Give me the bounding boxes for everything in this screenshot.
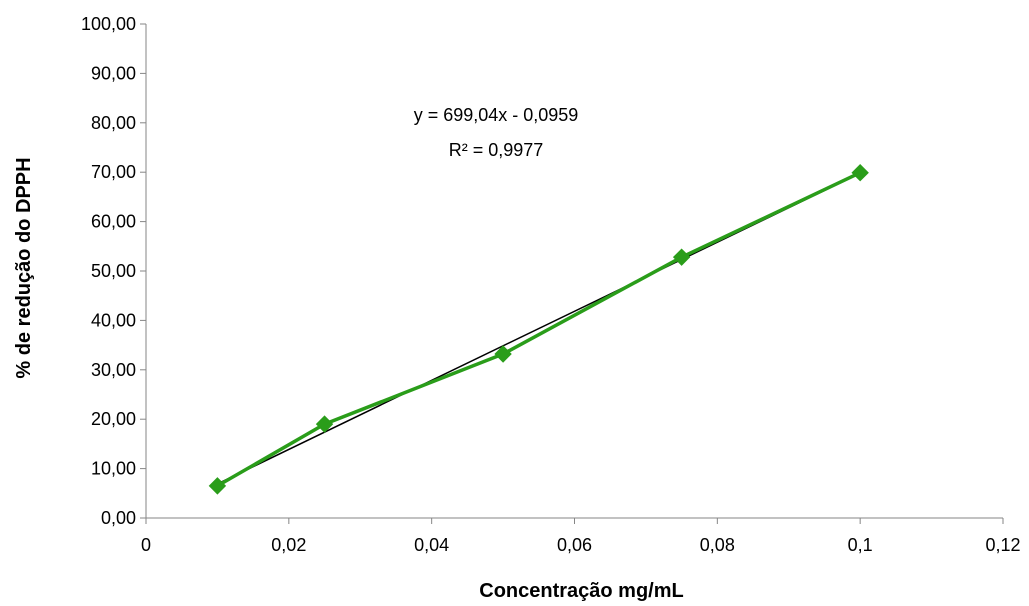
y-tick-label: 60,00 xyxy=(91,212,136,232)
x-tick-label: 0,12 xyxy=(985,535,1020,555)
data-point-marker xyxy=(494,345,512,363)
y-tick-label: 90,00 xyxy=(91,63,136,83)
y-tick-label: 50,00 xyxy=(91,261,136,281)
y-axis-ticks: 0,00 10,00 20,00 30,00 40,00 50,00 60,00 70,00 8… xyxy=(81,14,146,528)
x-tick-label: 0,1 xyxy=(848,535,873,555)
x-tick-label: 0,04 xyxy=(414,535,449,555)
y-axis-title: % de redução do DPPH xyxy=(13,157,35,378)
data-point-marker xyxy=(208,477,227,495)
x-tick-label: 0,06 xyxy=(557,535,592,555)
x-tick-label: 0 xyxy=(141,535,151,555)
y-tick-label: 20,00 xyxy=(91,409,136,429)
y-tick-label: 80,00 xyxy=(91,113,136,133)
data-point-marker xyxy=(851,163,869,182)
trendline-r-squared: R² = 0,9977 xyxy=(449,140,544,160)
y-tick-label: 100,00 xyxy=(81,14,136,34)
data-point-marker xyxy=(315,415,334,433)
x-axis-title: Concentração mg/mL xyxy=(479,580,683,602)
x-tick-label: 0,02 xyxy=(271,535,306,555)
y-tick-label: 40,00 xyxy=(91,310,136,330)
trendline-equation: y = 699,04x - 0,0959 xyxy=(414,105,579,125)
y-tick-label: 70,00 xyxy=(91,162,136,182)
y-tick-label: 10,00 xyxy=(91,459,136,479)
data-point-marker xyxy=(672,248,691,266)
y-tick-label: 0,00 xyxy=(101,508,136,528)
x-axis-ticks: 0 0,02 0,04 0,06 0,08 0,1 0,12 xyxy=(141,518,1021,555)
y-tick-label: 30,00 xyxy=(91,360,136,380)
series-group xyxy=(208,163,869,495)
x-tick-label: 0,08 xyxy=(700,535,735,555)
